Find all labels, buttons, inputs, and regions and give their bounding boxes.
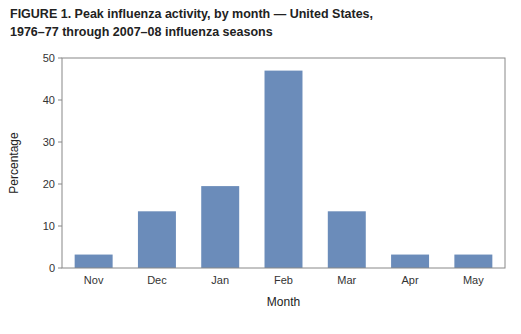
chart: FIGURE 1. Peak influenza activity, by mo… <box>0 0 521 334</box>
tick-label: 0 <box>49 262 55 274</box>
subtitle: 1976–77 through 2007–08 influenza season… <box>10 25 273 39</box>
tick-label: Nov <box>84 274 104 286</box>
tick-label: 10 <box>43 220 55 232</box>
tick-label: May <box>463 274 484 286</box>
bar <box>201 186 239 268</box>
bars <box>75 71 493 268</box>
bar <box>265 71 303 268</box>
tick-label: 20 <box>43 178 55 190</box>
bar <box>75 255 113 268</box>
y-axis-label: Percentage <box>7 132 21 194</box>
bar <box>138 211 176 268</box>
tick-label: 40 <box>43 94 55 106</box>
tick-mark <box>58 184 62 185</box>
bar <box>391 255 429 268</box>
tick-mark <box>58 142 62 143</box>
tick-mark <box>58 226 62 227</box>
tick-mark <box>58 58 62 59</box>
tick-label: Dec <box>147 274 167 286</box>
tick-mark <box>58 100 62 101</box>
tick-label: Apr <box>402 274 419 286</box>
bar <box>454 255 492 268</box>
bar <box>328 211 366 268</box>
tick-label: Feb <box>274 274 293 286</box>
title: FIGURE 1. Peak influenza activity, by mo… <box>10 7 373 21</box>
tick-label: 30 <box>43 136 55 148</box>
tick-label: 50 <box>43 52 55 64</box>
x-axis-label: Month <box>267 295 300 309</box>
tick-label: Jan <box>211 274 229 286</box>
frame <box>62 58 505 268</box>
tick-mark <box>58 268 62 269</box>
tick-label: Mar <box>337 274 356 286</box>
